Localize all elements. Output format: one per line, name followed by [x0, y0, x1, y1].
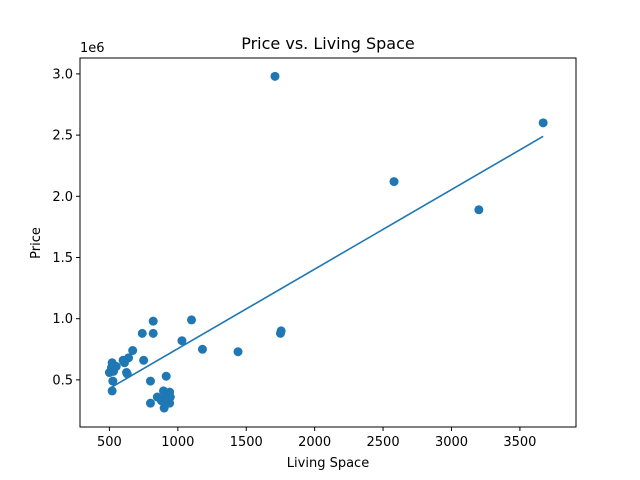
- y-tick-label: 1.5: [52, 251, 73, 266]
- data-point: [270, 71, 280, 81]
- data-point: [148, 316, 158, 326]
- data-point: [111, 361, 121, 371]
- x-tick-label: 500: [97, 435, 122, 450]
- y-tick-label: 1.0: [52, 312, 73, 327]
- data-point: [145, 376, 155, 386]
- x-axis: 500 1000 1500 2000 2500 3000 3500: [97, 427, 536, 450]
- y-axis-offset-label: 1e6: [80, 41, 105, 56]
- data-point: [124, 353, 134, 363]
- data-point: [148, 328, 158, 338]
- data-point: [276, 326, 286, 336]
- data-point: [108, 376, 118, 386]
- data-point: [161, 371, 171, 381]
- y-tick-label: 3.0: [52, 67, 73, 82]
- data-point: [107, 386, 117, 396]
- data-point: [139, 355, 149, 365]
- data-point: [165, 392, 175, 402]
- data-point: [122, 369, 132, 379]
- x-tick-label: 1500: [230, 435, 263, 450]
- y-tick-label: 2.0: [52, 190, 73, 205]
- data-point: [177, 336, 187, 346]
- chart-title: Price vs. Living Space: [241, 34, 415, 53]
- x-tick-label: 2500: [367, 435, 400, 450]
- y-axis-label: Price: [29, 227, 44, 259]
- x-tick-label: 2000: [298, 435, 331, 450]
- data-point: [145, 398, 155, 408]
- data-point: [197, 344, 207, 354]
- data-point: [137, 328, 147, 338]
- data-point: [187, 315, 197, 325]
- x-tick-label: 3500: [503, 435, 536, 450]
- x-tick-label: 1000: [161, 435, 194, 450]
- plot-area: [104, 71, 548, 413]
- axes-frame: [79, 57, 577, 428]
- fit-line: [109, 135, 544, 390]
- x-tick-label: 3000: [435, 435, 468, 450]
- y-axis: 0.5 1.0 1.5 2.0 2.5 3.0: [52, 67, 80, 388]
- y-tick-label: 0.5: [52, 373, 73, 388]
- data-point: [389, 177, 399, 187]
- data-point: [128, 346, 138, 356]
- data-point: [233, 347, 243, 357]
- data-point: [474, 205, 484, 215]
- data-point: [538, 118, 548, 128]
- y-tick-label: 2.5: [52, 129, 73, 144]
- x-axis-label: Living Space: [287, 456, 369, 471]
